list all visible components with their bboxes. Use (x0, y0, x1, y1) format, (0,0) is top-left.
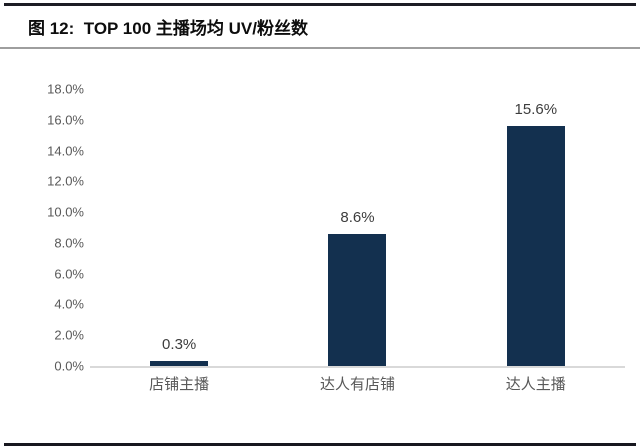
x-axis-label: 店铺主播 (149, 376, 210, 393)
y-tick-label: 4.0% (54, 296, 84, 312)
bar-group: 8.6% 达人有店铺 (268, 89, 446, 392)
y-tick-label: 6.0% (54, 266, 84, 282)
bar-value-label: 8.6% (340, 208, 375, 226)
bar (150, 361, 209, 366)
bar-group: 15.6% 达人主播 (447, 89, 625, 392)
bar-value-label: 15.6% (514, 100, 558, 118)
y-tick-label: 0.0% (54, 358, 84, 374)
y-tick-label: 8.0% (54, 235, 84, 251)
bottom-border-line (4, 443, 636, 446)
x-axis-label: 达人主播 (505, 376, 566, 393)
y-axis: 0.0% 2.0% 4.0% 6.0% 8.0% 10.0% 12.0% 14.0% 16.0%… (0, 83, 84, 373)
y-tick-label: 2.0% (54, 327, 84, 343)
plot-area: 0.3% 店铺主播 8.6% 达人有店铺 15.6% 达人主播 (90, 89, 625, 392)
y-tick-label: 12.0% (47, 173, 84, 189)
title-divider-line (0, 47, 640, 49)
bar (506, 125, 565, 366)
bar (328, 233, 387, 366)
chart-title: 图 12: TOP 100 主播场均 UV/粉丝数 (28, 19, 308, 38)
x-axis-label: 达人有店铺 (319, 376, 395, 393)
bar-group: 0.3% 店铺主播 (90, 89, 268, 392)
y-tick-label: 14.0% (47, 143, 84, 159)
bar-value-label: 0.3% (162, 336, 197, 354)
top-border-line (4, 3, 636, 6)
y-tick-label: 16.0% (47, 112, 84, 128)
y-tick-label: 18.0% (47, 81, 84, 97)
y-tick-label: 10.0% (47, 204, 84, 220)
